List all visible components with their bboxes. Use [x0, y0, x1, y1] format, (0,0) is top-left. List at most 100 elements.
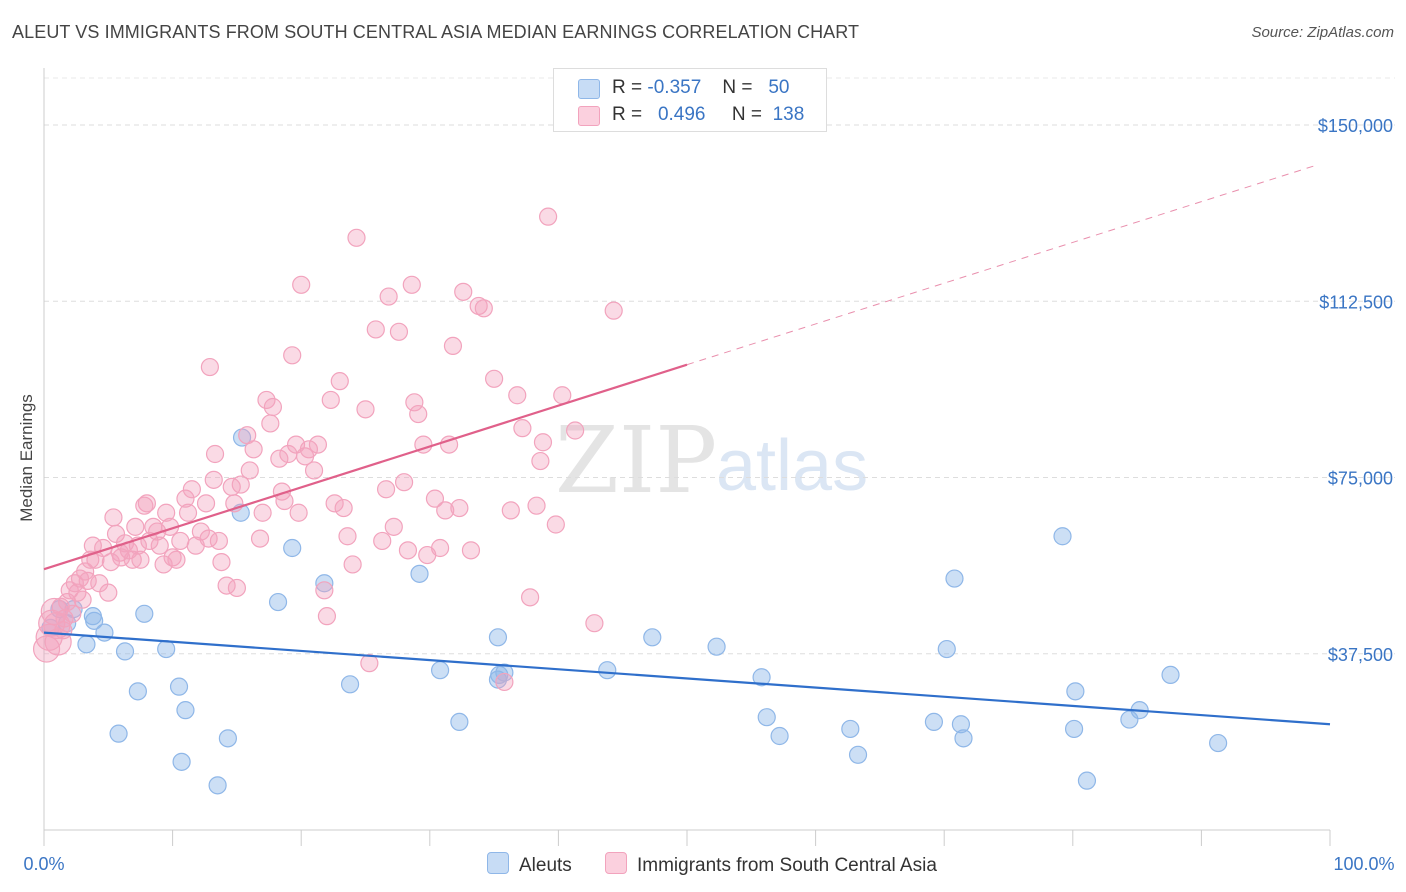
- immigrant-point: [474, 299, 493, 318]
- aleut-point: [109, 724, 128, 743]
- immigrant-point: [394, 473, 414, 492]
- immigrant-point: [250, 529, 270, 548]
- watermark-atlas: atlas: [716, 426, 868, 506]
- immigrant-point: [135, 496, 154, 515]
- gridlines: [44, 77, 1395, 655]
- aleut-point: [315, 574, 334, 593]
- immigrant-point: [409, 404, 428, 424]
- immigrant-point: [196, 494, 216, 513]
- aleut-point: [135, 604, 154, 623]
- immigrant-point: [379, 287, 398, 306]
- immigrant-point: [405, 393, 424, 412]
- immigrant-point: [553, 386, 572, 405]
- series-aleuts: [41, 428, 1228, 795]
- immigrant-point: [289, 503, 308, 522]
- chart-title: ALEUT VS IMMIGRANTS FROM SOUTH CENTRAL A…: [12, 22, 860, 42]
- legend-n-label: N =: [731, 104, 763, 125]
- aleut-point: [937, 639, 956, 659]
- legend-n-value: 50: [768, 77, 790, 98]
- stats-legend: R = -0.357 N = 50 R = 0.496 N = 138: [553, 68, 827, 132]
- aleut-point: [450, 712, 469, 732]
- immigrant-point: [425, 489, 445, 508]
- immigrant-point: [389, 322, 409, 341]
- aleut-point: [85, 611, 104, 630]
- aleut-point: [340, 675, 360, 694]
- aleut-point: [598, 661, 617, 680]
- aleut-point: [757, 708, 776, 727]
- immigrant-point: [366, 320, 385, 339]
- immigrant-point: [299, 440, 319, 459]
- aleut-point: [268, 592, 288, 612]
- legend-r-value: 0.496: [657, 104, 706, 125]
- aleut-point: [218, 729, 237, 748]
- aleut-point: [495, 663, 514, 682]
- immigrant-point: [167, 550, 186, 569]
- bottom-legend-label-immigrants: Immigrants from South Central Asia: [637, 855, 937, 876]
- immigrant-point: [461, 541, 481, 560]
- chart-source: Source: ZipAtlas.com: [1251, 24, 1394, 41]
- immigrant-point: [343, 555, 362, 574]
- immigrant-point: [73, 590, 92, 609]
- aleut-point: [1209, 733, 1228, 753]
- watermark: ZIP atlas: [555, 407, 868, 514]
- aleut-point: [1066, 682, 1085, 701]
- immigrant-point: [317, 607, 337, 626]
- aleut-point: [157, 639, 176, 659]
- aleut-point: [128, 682, 147, 701]
- y-tick-label: $75,000: [1328, 469, 1393, 489]
- immigrant-point: [283, 346, 302, 365]
- immigrant-point: [450, 498, 469, 518]
- immigrant-point: [263, 397, 283, 417]
- axes: [43, 68, 1331, 846]
- immigrant-point: [373, 531, 392, 551]
- immigrant-point: [44, 628, 72, 656]
- immigrant-point: [38, 609, 66, 637]
- immigrant-point: [330, 372, 349, 391]
- immigrant-point: [334, 498, 353, 518]
- aleut-point: [172, 752, 191, 771]
- immigrant-point: [240, 461, 259, 480]
- aleut-point: [848, 745, 868, 764]
- immigrant-point: [261, 414, 280, 433]
- immigrant-point: [257, 390, 276, 410]
- bottom-legend-aleuts: Aleuts: [487, 852, 572, 877]
- aleut-point: [488, 628, 508, 647]
- immigrant-point: [112, 548, 131, 567]
- series-immigrants: [32, 207, 623, 692]
- immigrant-point: [176, 489, 195, 508]
- immigrant-point: [212, 552, 231, 572]
- immigrant-point: [376, 480, 396, 499]
- immigrant-point: [527, 496, 546, 515]
- aleut-point: [924, 712, 944, 732]
- immigrant-point: [126, 517, 145, 536]
- immigrant-point: [430, 538, 450, 558]
- legend-r-value: -0.357: [647, 77, 702, 98]
- immigrant-point: [533, 433, 553, 452]
- immigrant-point: [182, 480, 201, 499]
- immigrant-point: [231, 475, 250, 494]
- aleut-point: [283, 538, 302, 558]
- immigrant-point: [321, 390, 340, 410]
- legend-r-label: R =: [612, 77, 643, 98]
- immigrant-point: [99, 583, 118, 602]
- immigrant-point: [123, 550, 142, 569]
- immigrant-point: [137, 494, 156, 513]
- immigrant-point: [454, 282, 473, 301]
- immigrant-point: [253, 503, 272, 522]
- legend-r-label: R =: [612, 104, 643, 125]
- immigrant-point: [308, 435, 328, 454]
- trendlines: [43, 164, 1331, 726]
- immigrant-point: [78, 571, 97, 591]
- immigrant-point: [270, 449, 289, 468]
- y-tick-label: $150,000: [1318, 116, 1393, 136]
- immigrant-point: [604, 301, 623, 320]
- legend-swatch-immigrants: [578, 106, 600, 126]
- immigrant-point: [171, 531, 190, 551]
- immigrant-point: [244, 440, 263, 459]
- y-axis-label: Median Earnings: [17, 394, 36, 522]
- bottom-legend-label-aleuts: Aleuts: [519, 855, 572, 876]
- aleut-point: [208, 776, 227, 795]
- immigrant-point: [209, 531, 228, 551]
- immigrant-point: [178, 503, 198, 522]
